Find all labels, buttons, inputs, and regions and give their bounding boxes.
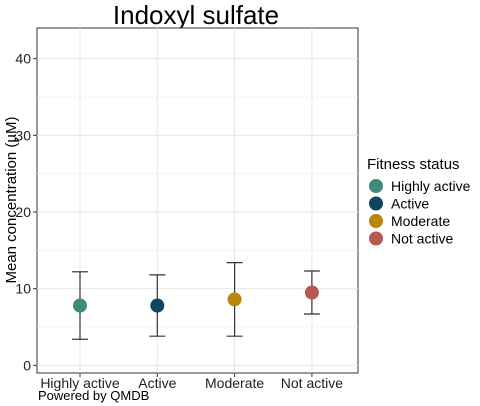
x-tick-label: Active [138, 375, 176, 391]
error-bar-points [72, 262, 320, 340]
legend-swatch [369, 179, 383, 193]
mean-point [304, 285, 319, 300]
y-tick-label: 10 [15, 281, 31, 297]
chart-title: Indoxyl sulfate [113, 0, 279, 30]
x-axis: Highly active Active Moderate Not active [40, 373, 343, 391]
error-bar-group [72, 271, 88, 340]
y-axis: 0 10 20 30 40 [15, 51, 37, 373]
legend: Fitness status Highly active ActiveModera… [367, 156, 471, 247]
legend-swatch [369, 231, 383, 246]
legend-item-label: Highly active [391, 178, 471, 194]
legend-title: Fitness status [367, 156, 460, 173]
error-bar-group [226, 262, 243, 337]
footer-text: Powered by QMDB [38, 388, 149, 403]
legend-swatch [369, 214, 383, 228]
error-bar-group [303, 270, 320, 315]
y-tick-label: 30 [15, 127, 31, 143]
legend-swatch [369, 196, 383, 211]
error-bar-group [149, 274, 166, 337]
y-tick-label: 40 [15, 51, 31, 67]
mean-point [73, 298, 87, 313]
x-tick-label: Not active [281, 375, 343, 391]
legend-item-label: Not active [391, 231, 453, 247]
plot-panel [36, 27, 359, 374]
y-tick-label: 0 [23, 357, 31, 373]
x-tick-label: Moderate [205, 375, 264, 391]
legend-item-label: Active [391, 196, 429, 212]
y-axis-label: Mean concentration (µM) [3, 116, 20, 283]
y-tick-label: 20 [15, 204, 31, 220]
mean-point [150, 298, 165, 313]
mean-point [227, 292, 242, 307]
legend-item-label: Moderate [391, 213, 450, 229]
x-tick-label: Highly active [40, 375, 120, 391]
